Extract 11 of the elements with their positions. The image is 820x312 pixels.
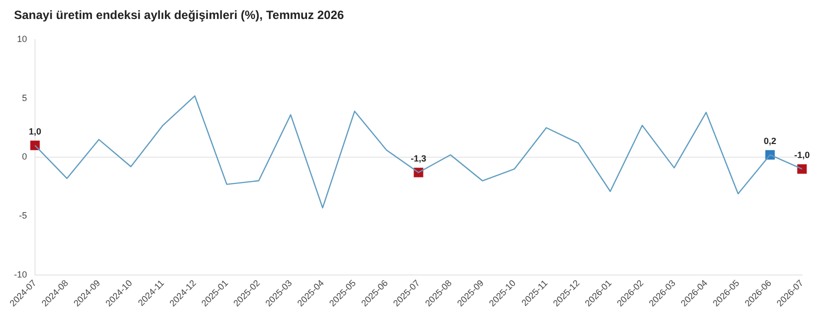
data-label: -1,0 — [794, 150, 810, 160]
y-tick-label: -10 — [14, 269, 28, 280]
data-label: 1,0 — [28, 126, 42, 136]
y-tick-label: -5 — [18, 210, 28, 221]
data-label: -1,3 — [410, 154, 426, 164]
y-tick-label: 0 — [22, 152, 28, 162]
data-label: 0,2 — [764, 136, 776, 146]
chart-title: Sanayi üretim endeksi aylık değişimleri (%), Temmuz 2026 — [14, 8, 344, 22]
point — [30, 140, 40, 150]
y-tick-label: 5 — [22, 92, 28, 103]
y-tick-label: 10 — [16, 34, 28, 44]
